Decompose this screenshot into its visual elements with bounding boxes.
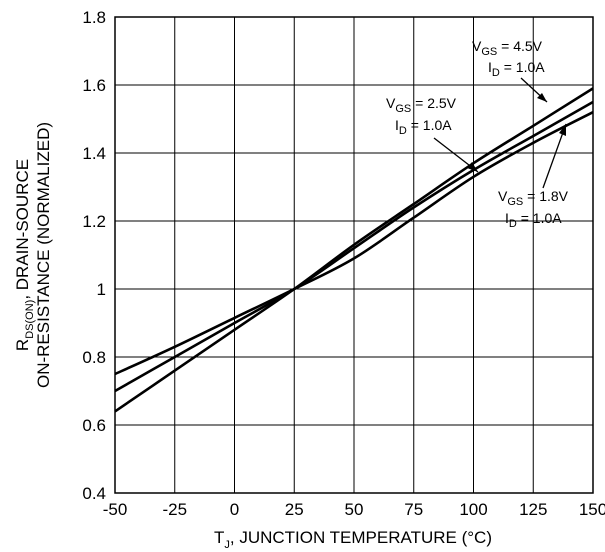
y-tick-label: 1.2 xyxy=(82,212,106,231)
series-curves xyxy=(114,87,594,413)
y-tick-label: 1.6 xyxy=(82,76,106,95)
y-tick-label: 1 xyxy=(97,280,106,299)
x-tick-label: 150 xyxy=(579,500,605,519)
annotation-vgs-4-5v-line2: ID = 1.0A xyxy=(488,59,545,79)
plot-frame xyxy=(114,16,594,494)
annotation-vgs-4-5v: VGS = 4.5V ID = 1.0A xyxy=(472,38,548,103)
annotation-vgs-1-8v-line2: ID = 1.0A xyxy=(505,210,562,230)
x-axis-ticks: -50 -25 0 25 50 75 100 125 150 xyxy=(103,500,605,519)
annotation-vgs-2-5v-line1: VGS = 2.5V xyxy=(386,95,457,115)
y-tick-label: 0.8 xyxy=(82,348,106,367)
x-tick-label: 0 xyxy=(230,500,239,519)
x-tick-label: -50 xyxy=(103,500,128,519)
y-axis-title-line1: RDS(ON), DRAIN-SOURCE xyxy=(13,159,36,351)
annotation-vgs-4-5v-arrowhead xyxy=(537,93,547,102)
x-tick-label: -25 xyxy=(162,500,187,519)
x-axis-title: TJ, JUNCTION TEMPERATURE (°C) xyxy=(214,528,492,551)
series-line-vgs-1-8v xyxy=(114,111,594,376)
annotation-vgs-2-5v-line2: ID = 1.0A xyxy=(395,117,452,137)
series-line-vgs-4-5v xyxy=(114,87,594,413)
x-tick-label: 125 xyxy=(519,500,547,519)
y-tick-label: 0.6 xyxy=(82,416,106,435)
annotation-vgs-2-5v-arrowhead xyxy=(467,162,478,172)
y-axis-title-line2: ON-RESISTANCE (NORMALIZED) xyxy=(34,122,53,388)
annotation-vgs-4-5v-line1: VGS = 4.5V xyxy=(472,38,543,58)
annotation-vgs-2-5v: VGS = 2.5V ID = 1.0A xyxy=(386,95,479,173)
x-tick-label: 75 xyxy=(404,500,423,519)
annotation-vgs-1-8v-arrow xyxy=(542,123,567,189)
x-tick-label: 25 xyxy=(285,500,304,519)
series-line-vgs-2-5v xyxy=(114,100,594,393)
y-tick-label: 1.8 xyxy=(82,8,106,27)
y-axis-ticks: 0.4 0.6 0.8 1 1.2 1.4 1.6 1.8 xyxy=(82,8,106,503)
grid xyxy=(114,16,594,494)
x-tick-label: 100 xyxy=(459,500,487,519)
x-tick-label: 50 xyxy=(345,500,364,519)
y-tick-label: 0.4 xyxy=(82,484,106,503)
annotation-vgs-1-8v-line1: VGS = 1.8V xyxy=(498,188,569,208)
annotation-vgs-1-8v-arrowhead xyxy=(559,124,566,136)
annotation-vgs-1-8v: VGS = 1.8V ID = 1.0A xyxy=(498,123,569,230)
y-tick-label: 1.4 xyxy=(82,144,106,163)
